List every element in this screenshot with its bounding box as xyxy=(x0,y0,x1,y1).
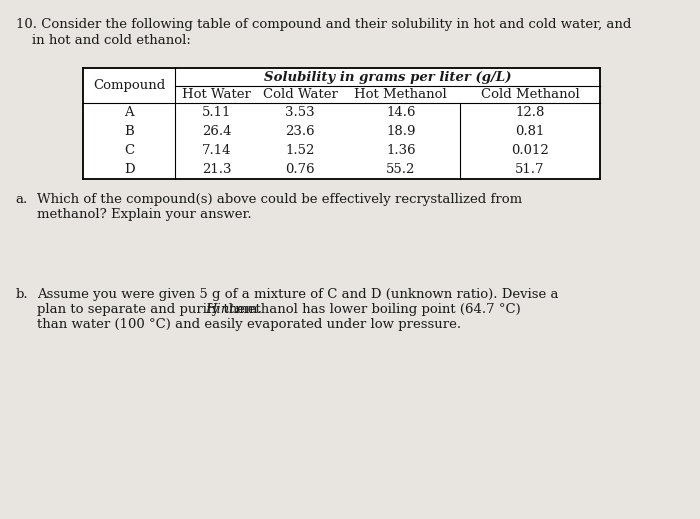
Text: Hint:: Hint: xyxy=(205,303,239,316)
Text: 18.9: 18.9 xyxy=(386,125,416,138)
Text: Cold Methanol: Cold Methanol xyxy=(481,88,580,101)
Text: 5.11: 5.11 xyxy=(202,106,232,119)
Text: B: B xyxy=(125,125,134,138)
Text: D: D xyxy=(124,163,134,176)
Text: a.: a. xyxy=(16,193,28,206)
Text: 12.8: 12.8 xyxy=(515,106,545,119)
Text: Solubility in grams per liter (g/L): Solubility in grams per liter (g/L) xyxy=(264,71,512,84)
Text: 7.14: 7.14 xyxy=(202,144,232,157)
Text: plan to separate and purify them.: plan to separate and purify them. xyxy=(37,303,266,316)
Text: 0.012: 0.012 xyxy=(511,144,549,157)
Text: 55.2: 55.2 xyxy=(386,163,415,176)
Text: Hot Methanol: Hot Methanol xyxy=(354,88,447,101)
Text: Which of the compound(s) above could be effectively recrystallized from: Which of the compound(s) above could be … xyxy=(37,193,522,206)
Text: methanol has lower boiling point (64.7 °C): methanol has lower boiling point (64.7 °… xyxy=(231,303,521,316)
Text: b.: b. xyxy=(16,288,29,301)
Text: 1.52: 1.52 xyxy=(286,144,315,157)
Text: C: C xyxy=(124,144,134,157)
Text: 21.3: 21.3 xyxy=(202,163,232,176)
Text: 3.53: 3.53 xyxy=(285,106,315,119)
Text: 10. Consider the following table of compound and their solubility in hot and col: 10. Consider the following table of comp… xyxy=(16,18,631,31)
Text: A: A xyxy=(125,106,134,119)
Text: Hot Water: Hot Water xyxy=(183,88,251,101)
Text: than water (100 °C) and easily evaporated under low pressure.: than water (100 °C) and easily evaporate… xyxy=(37,318,461,331)
Text: methanol? Explain your answer.: methanol? Explain your answer. xyxy=(37,208,251,221)
Text: 14.6: 14.6 xyxy=(386,106,416,119)
Text: Compound: Compound xyxy=(93,79,165,92)
Text: 51.7: 51.7 xyxy=(515,163,545,176)
Text: 23.6: 23.6 xyxy=(285,125,315,138)
Bar xyxy=(83,68,600,179)
Text: 26.4: 26.4 xyxy=(202,125,232,138)
Text: in hot and cold ethanol:: in hot and cold ethanol: xyxy=(32,34,190,47)
Text: Cold Water: Cold Water xyxy=(262,88,337,101)
Text: 1.36: 1.36 xyxy=(386,144,416,157)
Text: 0.76: 0.76 xyxy=(285,163,315,176)
Text: 0.81: 0.81 xyxy=(515,125,545,138)
Text: Assume you were given 5 g of a mixture of C and D (unknown ratio). Devise a: Assume you were given 5 g of a mixture o… xyxy=(37,288,559,301)
